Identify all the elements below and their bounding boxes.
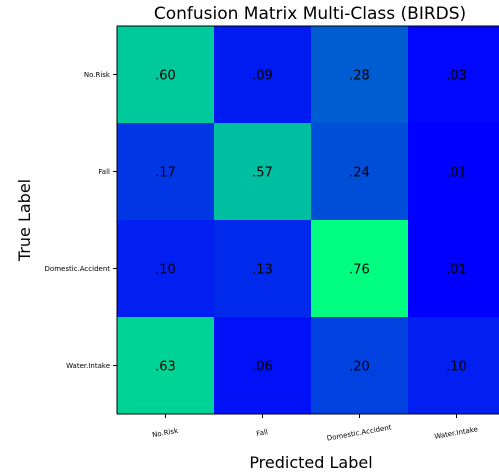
- cell-value-label: .60: [155, 69, 176, 84]
- heatmap-cell: [117, 220, 214, 317]
- cell-value-label: .01: [446, 263, 467, 278]
- cell-value-label: .57: [252, 166, 273, 181]
- cell-value-label: .09: [252, 69, 273, 84]
- x-tick-label: Fall: [256, 428, 269, 438]
- heatmap-cell: [214, 123, 311, 220]
- heatmap-cell: [311, 220, 408, 317]
- heatmap-cell: [311, 123, 408, 220]
- cell-value-label: .76: [349, 263, 370, 278]
- heatmap-cells: [117, 26, 499, 414]
- heatmap-cell-labels: .60 .09 .28 .03 .17 .57 .24 .01 .10 .13 .76 .01 .63.…: [155, 69, 467, 375]
- cell-value-label: .28: [349, 69, 370, 84]
- cell-value-label: .17: [155, 166, 176, 181]
- cell-value-label: .13: [252, 263, 273, 278]
- heatmap-cell: [311, 317, 408, 414]
- chart-title: Confusion Matrix Multi-Class (BIRDS): [154, 4, 466, 24]
- x-tick-label: Water.Intake: [434, 425, 479, 441]
- cell-value-label: .10: [446, 360, 467, 375]
- cell-value-label: .03: [446, 69, 467, 84]
- cell-value-label: .01: [446, 166, 467, 181]
- heatmap-cell: [117, 317, 214, 414]
- heatmap-cell: [214, 26, 311, 123]
- y-axis-label: True Label: [15, 179, 34, 262]
- heatmap-cell: [214, 317, 311, 414]
- heatmap-cell: [408, 317, 499, 414]
- cell-value-label: .06: [252, 360, 273, 375]
- x-tick-label: No.Risk: [152, 427, 180, 440]
- cell-value-label: .24: [349, 166, 370, 181]
- y-tick-label: Domestic.Accident: [45, 265, 111, 273]
- cell-value-label: .10: [155, 263, 176, 278]
- x-axis-label: Predicted Label: [249, 453, 372, 472]
- y-tick-label: Water.Intake: [66, 362, 110, 370]
- cell-value-label: .63: [155, 360, 176, 375]
- x-ticks: No.Risk Fall Domestic.Accident Water.Intake: [152, 414, 479, 443]
- heatmap-cell: [117, 123, 214, 220]
- heatmap-cell: [408, 26, 499, 123]
- heatmap-cell: [117, 26, 214, 123]
- cell-value-label: .20: [349, 360, 370, 375]
- heatmap-cell: [311, 26, 408, 123]
- y-tick-label: No.Risk: [84, 71, 111, 79]
- heatmap-cell: [408, 220, 499, 317]
- x-tick-label: Domestic.Accident: [326, 423, 392, 442]
- y-ticks: No.Risk Fall Domestic.Accident Water.Intake: [45, 71, 117, 370]
- y-tick-label: Fall: [98, 168, 110, 176]
- heatmap-cell: [408, 123, 499, 220]
- heatmap-cell: [214, 220, 311, 317]
